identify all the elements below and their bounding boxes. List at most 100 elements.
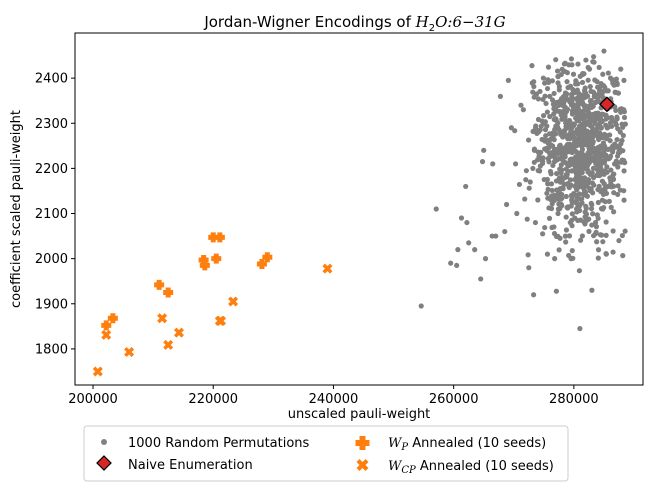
title-math: H bbox=[415, 13, 430, 31]
random-permutation-point bbox=[523, 168, 529, 174]
random-permutation-point bbox=[583, 203, 589, 209]
random-permutation-point bbox=[595, 199, 601, 206]
wp-annealed-point bbox=[262, 252, 273, 263]
random-permutation-point bbox=[559, 102, 565, 108]
random-permutation-point bbox=[525, 137, 532, 143]
random-permutation-point bbox=[610, 172, 616, 178]
random-permutation-point bbox=[545, 186, 551, 192]
random-permutation-point bbox=[622, 121, 628, 127]
random-permutation-point bbox=[553, 288, 559, 294]
random-permutation-point bbox=[586, 228, 592, 234]
random-permutation-point bbox=[531, 292, 537, 298]
x-tick-label: 260000 bbox=[429, 392, 479, 407]
random-permutation-point bbox=[536, 156, 542, 162]
random-permutation-point bbox=[529, 80, 535, 86]
random-permutation-point bbox=[605, 70, 611, 76]
random-permutation-point bbox=[463, 183, 469, 190]
random-permutation-point bbox=[535, 96, 541, 102]
random-permutation-point bbox=[599, 90, 605, 96]
y-axis-label: coefficient scaled pauli-weight bbox=[9, 110, 24, 308]
random-permutation-point bbox=[562, 97, 568, 103]
random-permutation-point bbox=[603, 232, 609, 238]
random-permutation-point bbox=[601, 131, 608, 137]
random-permutation-point bbox=[621, 114, 628, 121]
legend-wp-label: WP Annealed (10 seeds) bbox=[388, 436, 546, 453]
random-permutation-point bbox=[533, 125, 539, 131]
random-permutation-point bbox=[602, 84, 608, 90]
random-permutation-point bbox=[581, 192, 587, 198]
random-permutation-point bbox=[571, 134, 577, 140]
random-permutation-point bbox=[546, 205, 552, 211]
random-permutation-point bbox=[574, 187, 580, 193]
random-permutation-point bbox=[603, 190, 610, 197]
random-permutation-point bbox=[543, 100, 549, 107]
random-permutation-point bbox=[567, 219, 573, 226]
random-permutation-point bbox=[595, 110, 601, 116]
random-permutation-point bbox=[478, 276, 484, 282]
random-permutation-point bbox=[552, 154, 558, 160]
random-permutation-point bbox=[563, 214, 569, 220]
random-permutation-point bbox=[482, 256, 489, 262]
random-permutation-point bbox=[576, 94, 582, 101]
random-permutation-point bbox=[550, 162, 556, 169]
random-permutation-point bbox=[620, 253, 626, 259]
random-permutation-point bbox=[595, 144, 601, 150]
random-permutation-point bbox=[561, 61, 567, 67]
random-permutation-point bbox=[585, 150, 591, 156]
random-permutation-point bbox=[551, 111, 557, 117]
random-permutation-point bbox=[544, 85, 551, 92]
random-permutation-point bbox=[546, 131, 553, 137]
plot-frame bbox=[74, 32, 644, 386]
random-permutation-point bbox=[553, 57, 559, 63]
random-permutation-point bbox=[568, 256, 574, 262]
random-permutation-point bbox=[603, 122, 609, 128]
random-permutation-point bbox=[590, 233, 597, 239]
random-permutation-point bbox=[584, 128, 590, 134]
legend-naive-marker bbox=[96, 455, 112, 471]
random-permutation-point bbox=[556, 201, 562, 207]
wcp-annealed-point bbox=[92, 366, 103, 377]
random-permutation-point bbox=[611, 209, 617, 215]
random-permutation-point bbox=[618, 66, 624, 72]
x-axis: 200000 220000 240000 260000 280000 bbox=[68, 385, 599, 407]
svg-text:Jordan-Wigner Encodings of H2O: Jordan-Wigner Encodings of H2O:6−31G bbox=[203, 13, 505, 34]
random-permutation-point bbox=[610, 249, 616, 255]
random-permutation-point bbox=[563, 166, 569, 172]
naive-enumeration-point bbox=[599, 96, 615, 113]
random-permutation-point bbox=[544, 190, 550, 196]
random-permutation-point bbox=[591, 94, 597, 100]
random-permutation-point bbox=[555, 206, 562, 212]
random-permutation-point bbox=[579, 196, 585, 202]
random-permutation-point bbox=[597, 84, 603, 90]
random-permutation-point bbox=[587, 154, 594, 160]
random-permutation-point bbox=[556, 156, 562, 162]
random-permutation-point bbox=[611, 183, 617, 189]
wp-annealed-point bbox=[154, 279, 165, 290]
random-permutation-point bbox=[594, 212, 600, 218]
random-permutation-point bbox=[559, 66, 565, 72]
random-permutation-point bbox=[601, 48, 607, 54]
random-permutation-point bbox=[549, 224, 555, 231]
title-main: Jordan-Wigner Encodings of bbox=[203, 13, 415, 31]
random-permutation-point bbox=[610, 143, 616, 149]
random-permutation-point bbox=[573, 192, 579, 198]
random-permutation-point bbox=[581, 71, 587, 77]
random-permutation-point bbox=[603, 251, 609, 257]
random-permutation-point bbox=[571, 108, 577, 115]
random-permutation-point bbox=[579, 170, 585, 176]
random-permutation-point bbox=[595, 247, 602, 253]
random-permutation-point bbox=[479, 159, 486, 165]
random-permutation-point bbox=[594, 78, 600, 85]
random-permutation-point bbox=[569, 62, 575, 68]
random-permutations-series bbox=[418, 48, 628, 332]
random-permutation-point bbox=[600, 239, 606, 245]
random-permutation-point bbox=[547, 93, 553, 99]
random-permutation-point bbox=[595, 186, 601, 193]
random-permutation-point bbox=[545, 77, 551, 83]
random-permutation-point bbox=[569, 248, 575, 254]
random-permutation-point bbox=[574, 209, 580, 215]
random-permutation-point bbox=[608, 167, 614, 173]
random-permutation-point bbox=[522, 196, 528, 202]
random-permutation-point bbox=[580, 124, 587, 130]
random-permutation-point bbox=[568, 102, 575, 108]
